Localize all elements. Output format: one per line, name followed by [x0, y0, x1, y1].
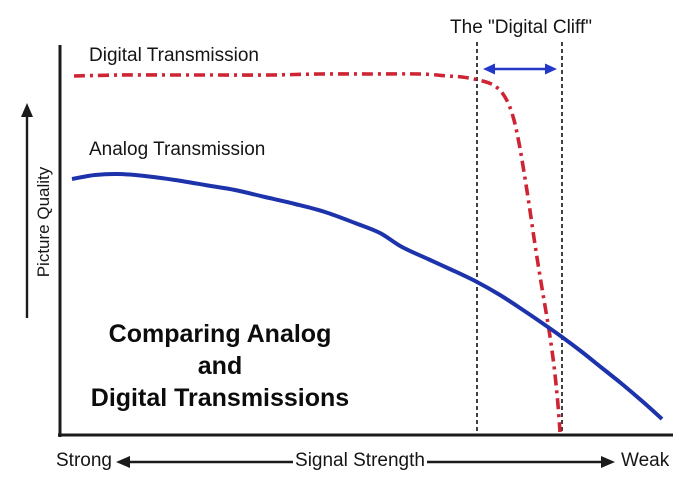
- digital-series-label: Digital Transmission: [89, 45, 259, 66]
- digital-transmission-curve: [73, 72, 562, 433]
- chart-title-line-2: and: [197, 352, 243, 380]
- x-axis-label: Signal Strength: [295, 450, 425, 471]
- y-axis-direction-arrowhead: [21, 103, 33, 117]
- cliff-span-arrowhead-left: [483, 63, 495, 75]
- chart-title-line-1: Comparing Analog: [108, 320, 332, 348]
- analog-series-label: Analog Transmission: [89, 139, 266, 160]
- y-axis-label: Picture Quality: [34, 166, 53, 278]
- x-axis-left-arrowhead: [116, 456, 130, 468]
- x-axis-weak-label: Weak: [621, 450, 670, 471]
- x-axis-right-arrowhead: [601, 456, 615, 468]
- chart-title-line-3: Digital Transmissions: [90, 384, 350, 412]
- chart-title: Comparing Analog and Digital Transmissio…: [40, 318, 400, 414]
- analog-transmission-curve: [71, 171, 664, 421]
- cliff-span-arrowhead-right: [545, 63, 557, 75]
- digital-cliff-annotation-label: The "Digital Cliff": [450, 17, 592, 38]
- x-axis-strong-label: Strong: [56, 450, 112, 471]
